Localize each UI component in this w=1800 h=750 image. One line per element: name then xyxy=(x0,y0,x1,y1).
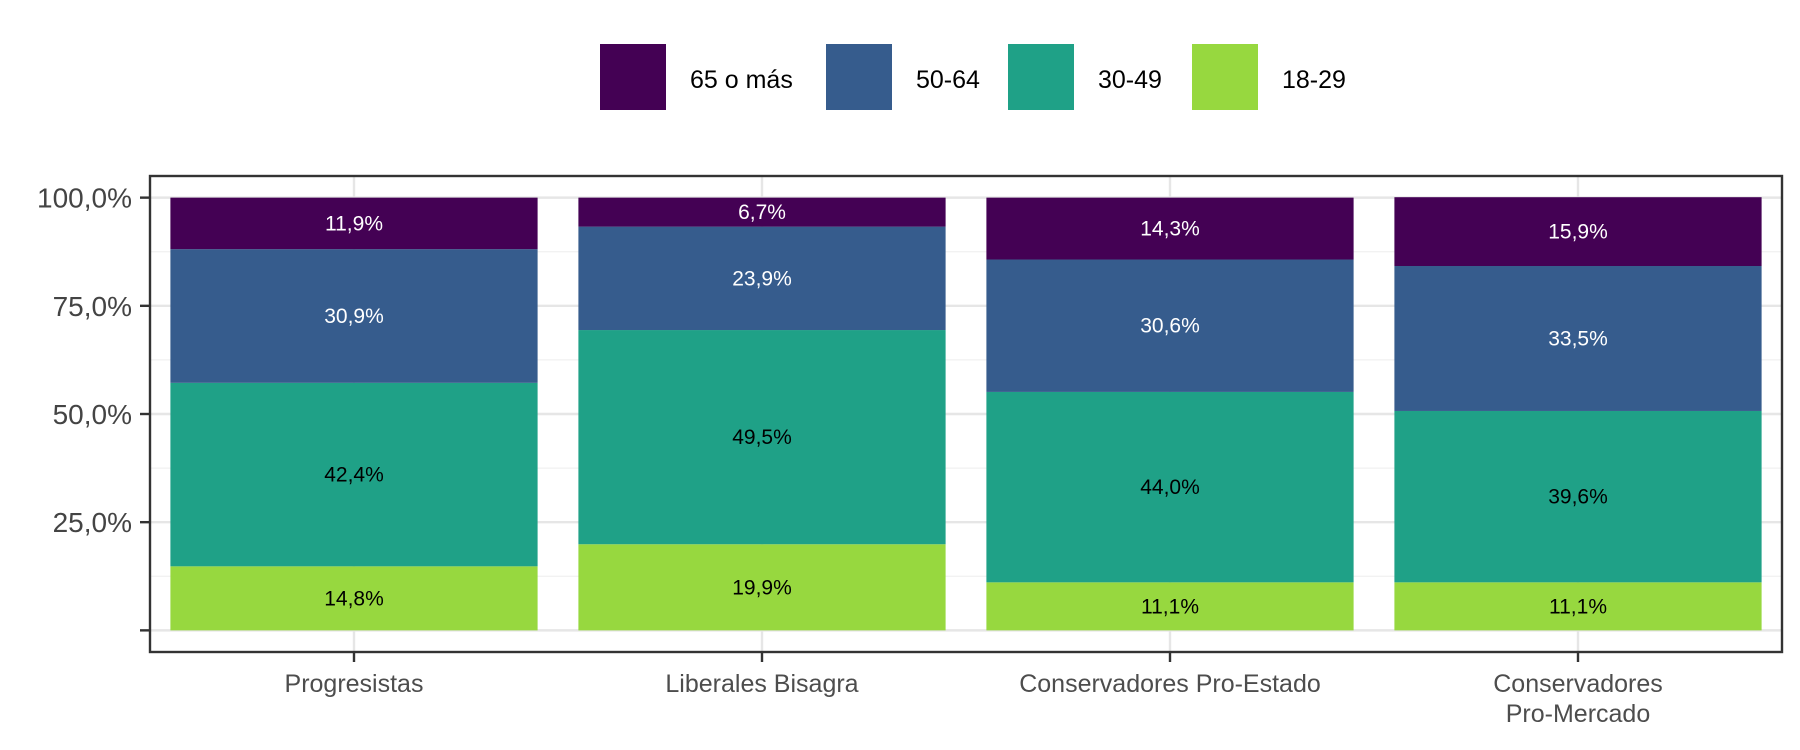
legend-label: 18-29 xyxy=(1282,66,1346,94)
legend-label: 30-49 xyxy=(1098,66,1162,94)
bar-segment xyxy=(578,226,946,331)
x-tick-label-line: Pro-Mercado xyxy=(1506,700,1651,728)
data-label: 11,9% xyxy=(325,212,383,235)
bar-segment xyxy=(578,544,946,631)
legend-swatch xyxy=(600,44,666,110)
bar-segment xyxy=(986,582,1354,631)
bar-segment xyxy=(170,197,538,250)
data-label: 14,8% xyxy=(324,587,384,610)
x-tick-label: Conservadores Pro-Mercado xyxy=(1493,670,1663,728)
x-tick-label: Liberales Bisagra xyxy=(665,670,858,698)
x-tick-label-line: Progresistas xyxy=(285,670,424,698)
bar-segment xyxy=(170,249,538,383)
data-label: 11,1% xyxy=(1141,595,1199,618)
bar-segment xyxy=(1394,410,1762,583)
data-label: 39,6% xyxy=(1548,486,1608,509)
data-label: 15,9% xyxy=(1548,221,1608,244)
chart-legend: 65 o más 50-64 30-49 18-29 xyxy=(0,40,1800,120)
data-label: 11,1% xyxy=(1549,595,1607,618)
bar-segment xyxy=(986,259,1354,392)
legend-swatch xyxy=(826,44,892,110)
bar-segment xyxy=(170,382,538,567)
legend-label: 50-64 xyxy=(916,66,980,94)
bar-segment xyxy=(170,566,538,631)
data-label: 42,4% xyxy=(324,464,384,487)
legend-swatch xyxy=(1192,44,1258,110)
y-tick-label: 100,0% xyxy=(37,183,132,214)
data-label: 30,9% xyxy=(324,305,384,328)
legend-swatch xyxy=(1008,44,1074,110)
data-label: 30,6% xyxy=(1140,315,1200,338)
x-tick-label: Conservadores Pro-Estado xyxy=(1019,670,1321,698)
data-label: 44,0% xyxy=(1140,476,1200,499)
x-tick-label: Progresistas xyxy=(285,670,424,698)
bar-segment xyxy=(578,197,946,227)
y-tick-label: 25,0% xyxy=(53,507,132,538)
data-label: 33,5% xyxy=(1548,327,1608,350)
x-tick-label-line: Liberales Bisagra xyxy=(665,670,858,698)
legend-label: 65 o más xyxy=(690,66,793,94)
x-tick-label-line: Conservadores Pro-Estado xyxy=(1019,670,1321,698)
bar-segment xyxy=(986,391,1354,583)
x-tick-label-line: Conservadores xyxy=(1493,670,1663,698)
data-label: 14,3% xyxy=(1140,218,1200,241)
bar-segment xyxy=(1394,197,1762,267)
y-tick-label: 50,0% xyxy=(53,399,132,430)
data-label: 6,7% xyxy=(738,201,786,224)
bar-segment xyxy=(986,197,1354,260)
bar-segment xyxy=(1394,266,1762,411)
data-label: 23,9% xyxy=(732,267,792,290)
data-label: 19,9% xyxy=(732,576,792,599)
y-tick-label: 75,0% xyxy=(53,291,132,322)
data-label: 49,5% xyxy=(732,426,792,449)
bar-segment xyxy=(578,330,946,545)
bar-segment xyxy=(1394,582,1762,631)
